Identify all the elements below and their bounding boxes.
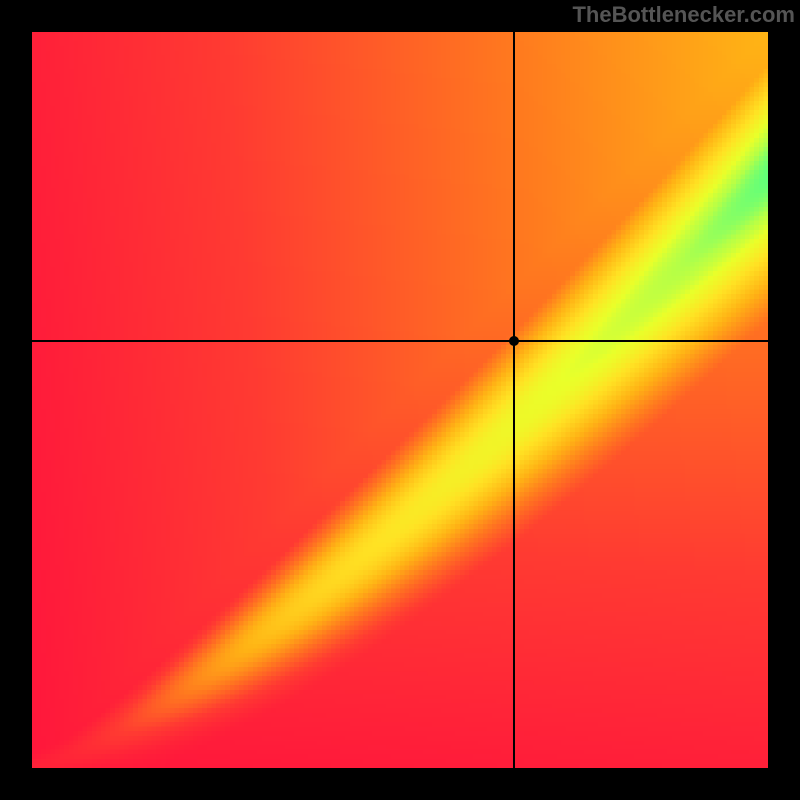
crosshair-vertical bbox=[513, 32, 515, 768]
watermark-text: TheBottlenecker.com bbox=[572, 2, 795, 28]
crosshair-horizontal bbox=[32, 340, 768, 342]
bottleneck-heatmap bbox=[32, 32, 768, 768]
crosshair-marker[interactable] bbox=[509, 336, 519, 346]
